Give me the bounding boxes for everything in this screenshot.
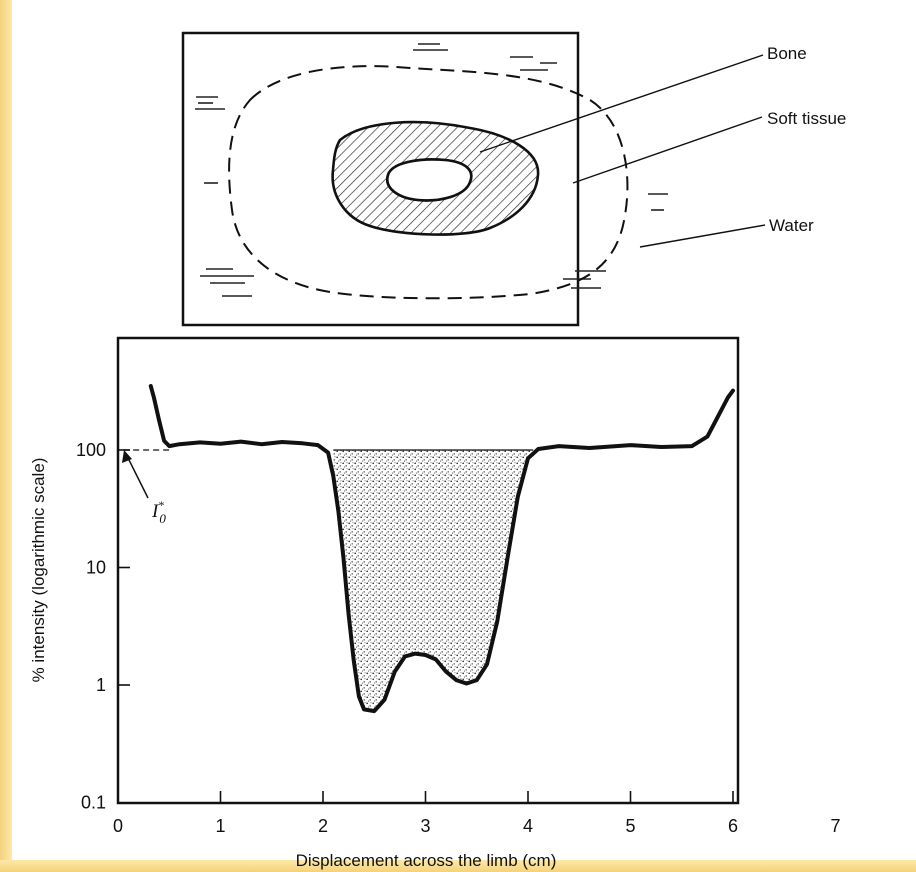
y-tick-label: 10: [86, 558, 106, 578]
x-tick-label: 7: [830, 816, 840, 836]
x-tick-label: 5: [625, 816, 635, 836]
slide-frame-bottom: [0, 860, 916, 872]
i0-arrow-line: [126, 455, 149, 499]
y-axis-ticks: 0.1 1 10 100: [76, 440, 130, 813]
soft-tissue-leader-line: [572, 116, 763, 184]
cross-section-diagram: Bone Soft tissue Water: [181, 31, 846, 327]
bone-label: Bone: [767, 44, 807, 63]
x-axis-ticks: 0 1 2 3 4 5 6 7: [113, 791, 841, 836]
i0-label: I0*: [151, 498, 166, 526]
water-label: Water: [769, 216, 814, 235]
soft-tissue-outline: [228, 65, 629, 300]
x-tick-label: 3: [420, 816, 430, 836]
attenuation-shaded-region: [333, 450, 534, 712]
water-bath-box: [181, 31, 580, 327]
intensity-chart: 0 1 2 3 4 5 6 7 0.1 1 10 100 I0* % intensity (loga…: [29, 336, 841, 870]
i0-arrowhead: [122, 450, 132, 463]
x-tick-label: 2: [318, 816, 328, 836]
y-axis-label: % intensity (logarithmic scale): [29, 458, 48, 683]
y-tick-label: 1: [96, 675, 106, 695]
y-tick-label: 100: [76, 440, 106, 460]
x-tick-label: 0: [113, 816, 123, 836]
soft-tissue-label: Soft tissue: [767, 109, 846, 128]
water-leader-line: [639, 224, 766, 248]
x-tick-label: 1: [215, 816, 225, 836]
chart-frame: [116, 336, 740, 805]
y-tick-label: 0.1: [81, 793, 106, 813]
intensity-profile-line: [148, 384, 735, 714]
x-tick-label: 6: [728, 816, 738, 836]
slide-frame-left: [0, 0, 12, 872]
i0-annotation: I0*: [122, 450, 166, 526]
water-hatch-marks: [195, 43, 668, 297]
x-tick-label: 4: [523, 816, 533, 836]
marrow-cavity: [386, 158, 473, 202]
bone-leader-line: [479, 54, 764, 153]
x-axis-label: Displacement across the limb (cm): [296, 851, 557, 870]
